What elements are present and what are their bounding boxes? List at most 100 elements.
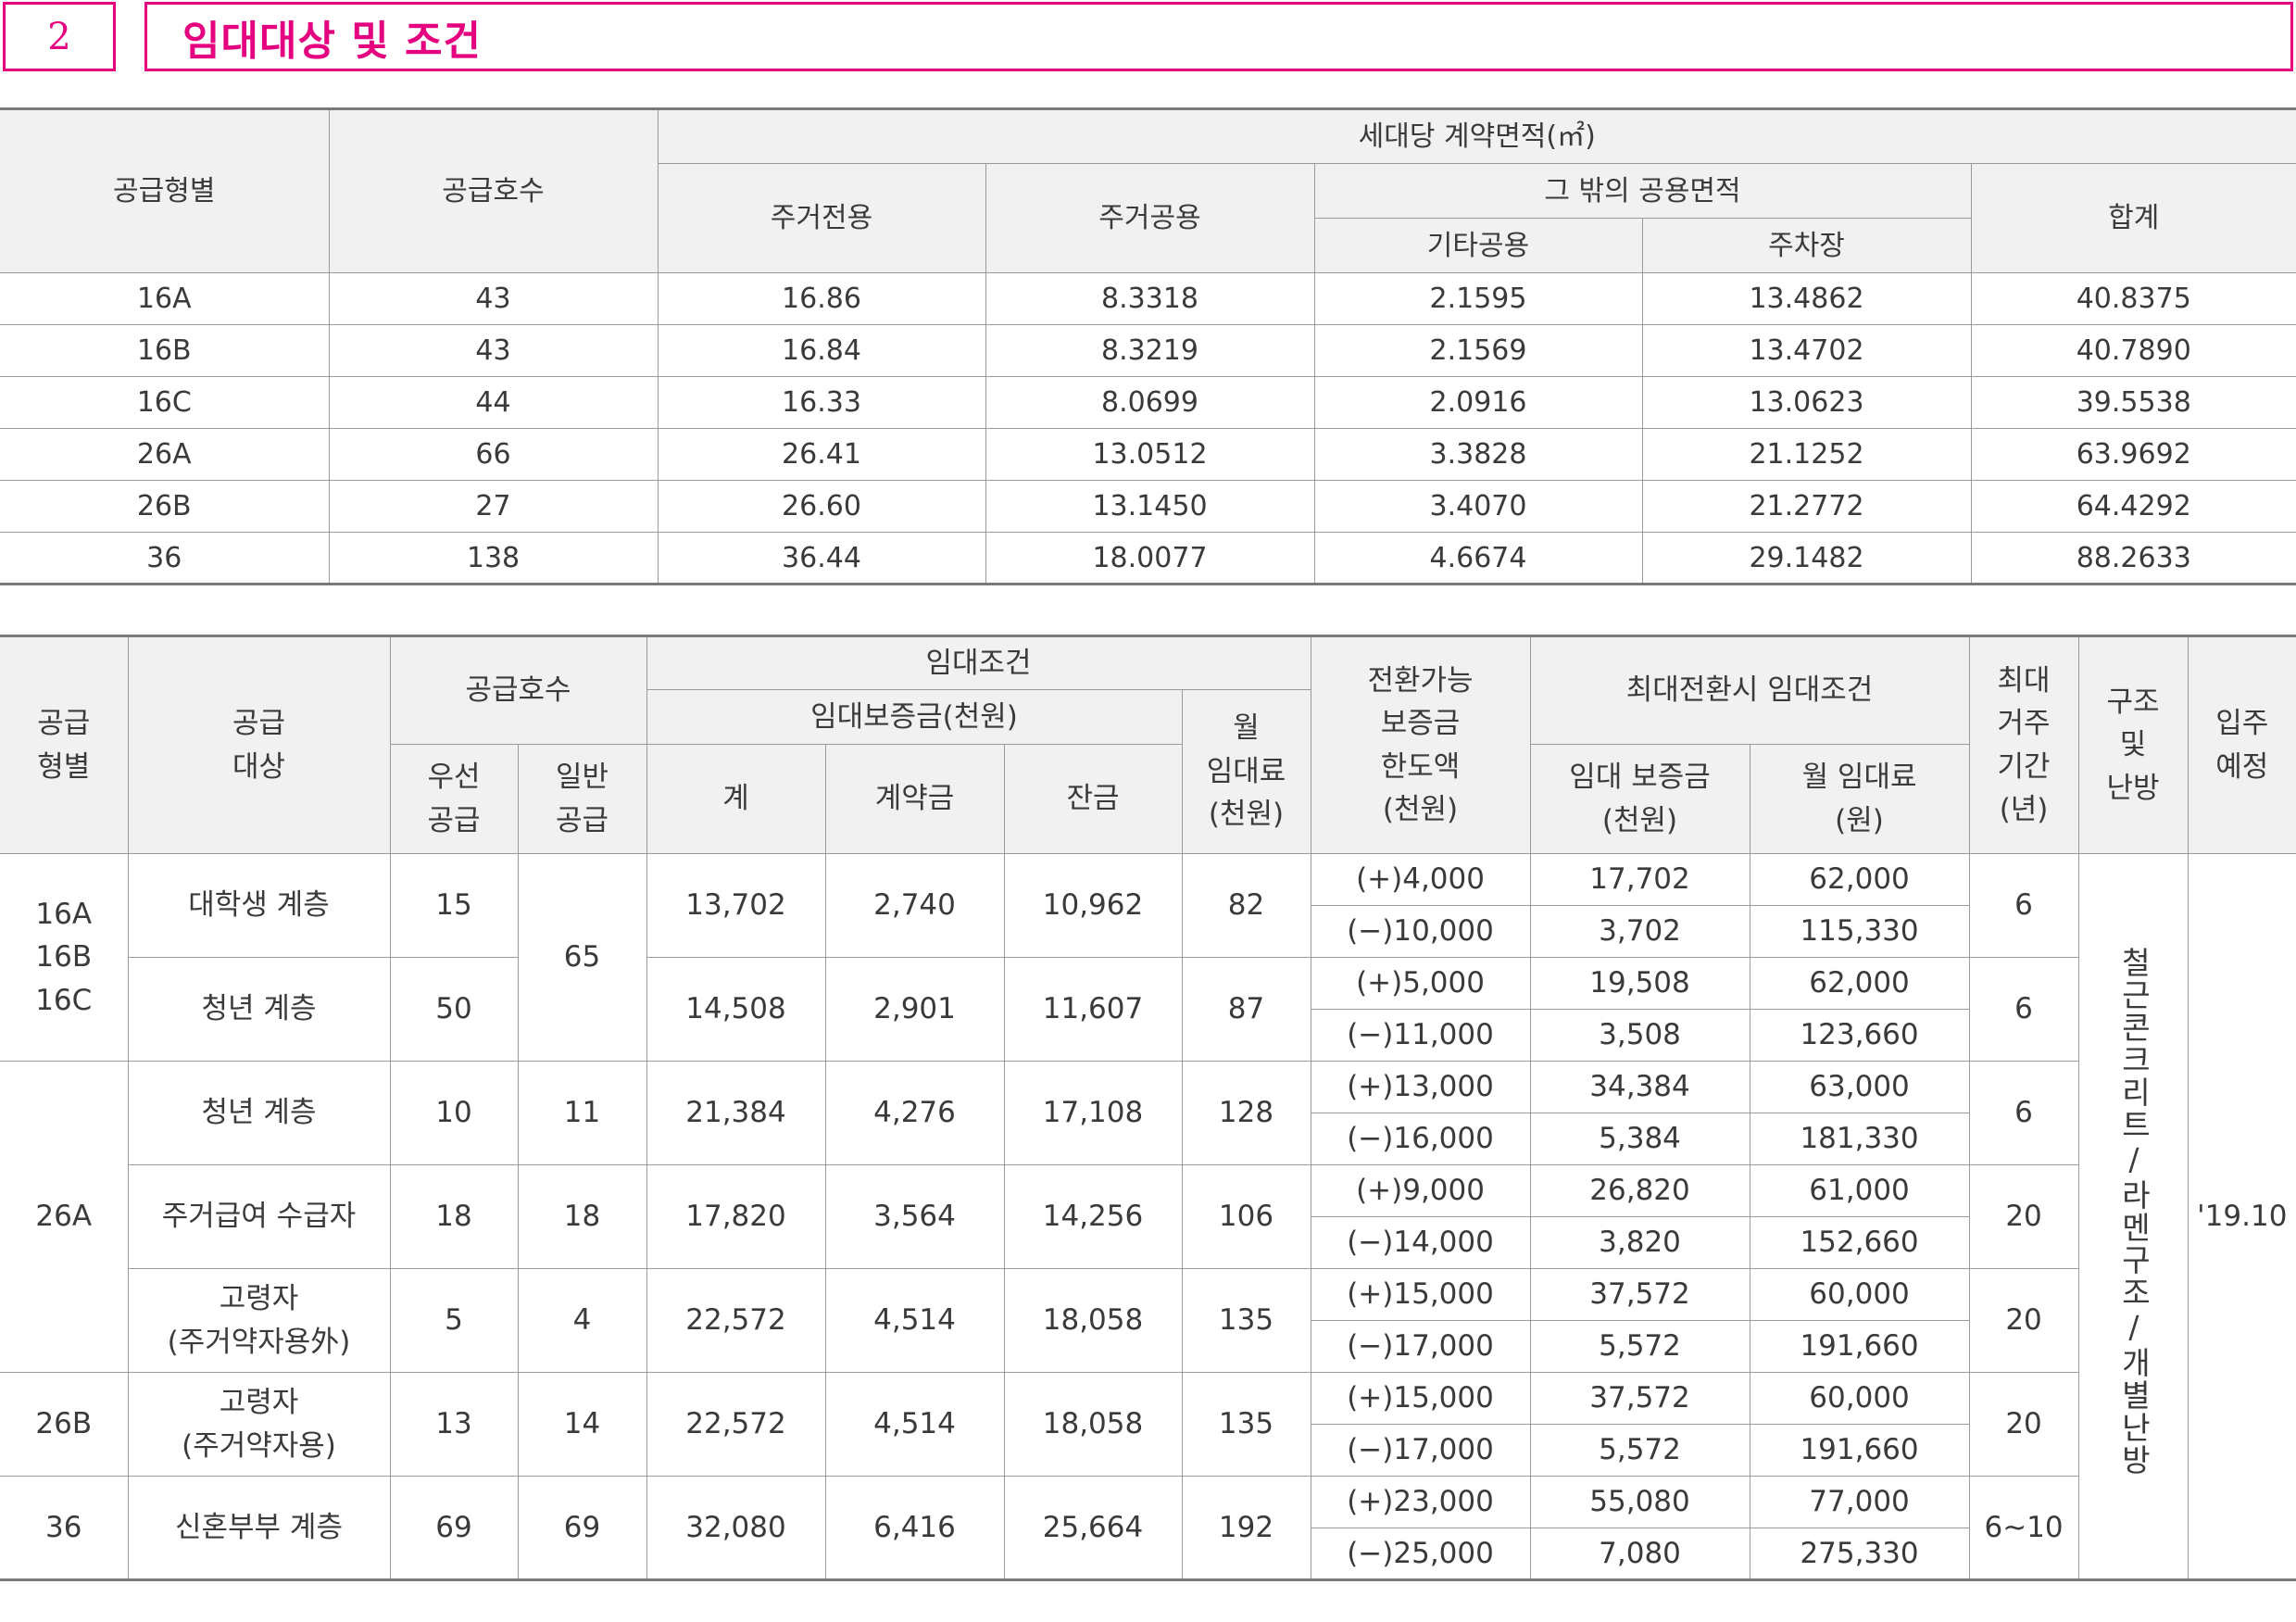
table-row: (−)17,000 5,572 191,660 xyxy=(0,1320,2296,1373)
area-table: 공급형별 공급호수 세대당 계약면적(㎡) 주거전용 주거공용 그 밖의 공용면… xyxy=(0,107,2296,585)
table-cell: 63.9692 xyxy=(1970,428,2296,481)
table-row: 고령자 (주거약자용外) 5 4 22,572 4,514 18,058 135 (+)15,0… xyxy=(0,1268,2296,1373)
table-cell: 4.6674 xyxy=(1313,532,1643,585)
table-cell: 36 xyxy=(0,532,330,585)
header-conv-deposit: 임대 보증금 (천원) xyxy=(1529,744,1750,854)
monthly-rent-cell: 135 xyxy=(1181,1372,1311,1477)
conv-rent-cell: 60,000 xyxy=(1749,1372,1970,1425)
header-convertible-limit: 전환가능 보증금 한도액 (천원) xyxy=(1310,635,1531,854)
conv-rent-cell: 63,000 xyxy=(1749,1061,1970,1113)
max-residence-cell: 20 xyxy=(1968,1164,2079,1269)
header-residential-exclusive: 주거전용 xyxy=(658,163,986,273)
deposit-total-cell: 21,384 xyxy=(646,1061,826,1165)
general-supply-cell: 65 xyxy=(517,853,647,1062)
conv-deposit-cell: 19,508 xyxy=(1529,957,1750,1010)
down-payment-cell: 6,416 xyxy=(824,1476,1005,1580)
conv-rent-cell: 60,000 xyxy=(1749,1268,1970,1321)
supply-type-cell: 16A 16B 16C xyxy=(0,853,129,1062)
cell-line: 26B xyxy=(35,1407,93,1441)
conv-rent-cell: 77,000 xyxy=(1749,1476,1970,1528)
table-row: 청년 계층 50 14,508 2,901 11,607 87 (+)5,000 19,508… xyxy=(0,957,2296,1062)
table-cell: 44 xyxy=(328,376,659,429)
balance-cell: 17,108 xyxy=(1003,1061,1183,1165)
balance-cell: 18,058 xyxy=(1003,1372,1183,1477)
convertible-limit-cell: (+)13,000 xyxy=(1310,1061,1531,1113)
monthly-rent-cell: 128 xyxy=(1181,1061,1311,1165)
priority-supply-cell: 13 xyxy=(389,1372,519,1477)
convertible-limit-cell: (+)23,000 xyxy=(1310,1476,1531,1528)
table-cell: 26B xyxy=(0,480,330,533)
table-row: (−)10,000 3,702 115,330 xyxy=(0,905,2296,958)
table-cell: 16A xyxy=(0,272,330,325)
priority-supply-cell: 50 xyxy=(389,957,519,1062)
supply-target-cell: 신혼부부 계층 xyxy=(127,1476,391,1580)
table-cell: 8.3219 xyxy=(985,324,1315,377)
table-cell: 26A xyxy=(0,428,330,481)
conv-deposit-cell: 5,572 xyxy=(1529,1320,1750,1373)
down-payment-cell: 4,276 xyxy=(824,1061,1005,1165)
deposit-total-cell: 13,702 xyxy=(646,853,826,958)
down-payment-cell: 4,514 xyxy=(824,1372,1005,1477)
supply-type-cell: 26B xyxy=(0,1372,129,1477)
table-row: 주거급여 수급자 18 18 17,820 3,564 14,256 106 (+)9,000… xyxy=(0,1164,2296,1269)
header-balance: 잔금 xyxy=(1003,744,1183,854)
general-supply-cell: 14 xyxy=(517,1372,647,1477)
table-row: (−)11,000 3,508 123,660 xyxy=(0,1009,2296,1062)
supply-target-cell: 청년 계층 xyxy=(127,1061,391,1165)
section-title: 임대대상 및 조건 xyxy=(144,2,2293,71)
max-residence-cell: 20 xyxy=(1968,1268,2079,1373)
convertible-limit-cell: (−)10,000 xyxy=(1311,905,1531,958)
table-row: (−)14,000 3,820 152,660 xyxy=(0,1216,2296,1269)
header-contract-area: 세대당 계약면적(㎡) xyxy=(657,108,2296,164)
table-cell: 13.4702 xyxy=(1641,324,1972,377)
table-row: (−)17,000 5,572 191,660 xyxy=(0,1424,2296,1477)
conv-rent-cell: 191,660 xyxy=(1749,1320,1970,1373)
cell-line: 대학생 계층 xyxy=(188,888,330,923)
header-supply-target: 공급 대상 xyxy=(127,635,391,854)
monthly-rent-cell: 82 xyxy=(1181,853,1311,958)
move-in-cell: '19.10 xyxy=(2187,853,2296,1580)
cell-line: 청년 계층 xyxy=(201,992,317,1026)
table-cell: 2.1569 xyxy=(1313,324,1643,377)
max-residence-cell: 6 xyxy=(1968,957,2079,1062)
monthly-rent-cell: 192 xyxy=(1181,1476,1311,1580)
conv-deposit-cell: 37,572 xyxy=(1529,1268,1750,1321)
conv-deposit-cell: 3,702 xyxy=(1529,905,1750,958)
deposit-total-cell: 17,820 xyxy=(646,1164,826,1269)
table-cell: 39.5538 xyxy=(1970,376,2296,429)
convertible-limit-cell: (+)15,000 xyxy=(1310,1268,1531,1321)
max-residence-cell: 6 xyxy=(1968,853,2079,958)
convertible-limit-cell: (+)5,000 xyxy=(1310,957,1531,1010)
table-cell: 26.60 xyxy=(657,480,986,533)
table-row: 16C 44 16.33 8.0699 2.0916 13.0623 39.5538 xyxy=(0,376,2296,429)
table-cell: 16B xyxy=(0,324,330,377)
general-supply-cell: 11 xyxy=(517,1061,647,1165)
convertible-limit-cell: (−)17,000 xyxy=(1311,1424,1531,1477)
conv-rent-cell: 275,330 xyxy=(1749,1528,1970,1580)
table-row: 26B 고령자 (주거약자용) 13 14 22,572 4,514 18,058 135 (+)… xyxy=(0,1372,2296,1477)
monthly-rent-cell: 106 xyxy=(1181,1164,1311,1269)
monthly-rent-cell: 135 xyxy=(1181,1268,1311,1373)
max-residence-cell: 6~10 xyxy=(1968,1476,2079,1580)
supply-type-cell: 26A xyxy=(0,1061,129,1373)
table-cell: 16.84 xyxy=(657,324,986,377)
structure-heating-cell: 철근콘크리트/라멘구조/개별난방 xyxy=(2077,853,2189,1580)
cell-line: 고령자 xyxy=(219,1282,299,1315)
conv-rent-cell: 152,660 xyxy=(1749,1216,1970,1269)
general-supply-cell: 4 xyxy=(517,1268,647,1373)
supply-target-cell: 고령자 (주거약자용) xyxy=(127,1372,391,1477)
table-cell: 40.7890 xyxy=(1970,324,2296,377)
header-supply-units: 공급호수 xyxy=(389,635,647,745)
header-parking: 주차장 xyxy=(1641,218,1971,273)
structure-text: 철근콘크리트/라멘구조/개별난방 xyxy=(2115,946,2152,1477)
conv-deposit-cell: 5,384 xyxy=(1529,1113,1750,1165)
convertible-limit-cell: (−)16,000 xyxy=(1311,1113,1531,1165)
deposit-total-cell: 14,508 xyxy=(646,957,826,1062)
down-payment-cell: 2,740 xyxy=(824,853,1005,958)
table-row: 26A 청년 계층 10 11 21,384 4,276 17,108 128 (+)13,00… xyxy=(0,1061,2296,1373)
header-supply-type: 공급형별 xyxy=(0,108,330,273)
convertible-limit-cell: (+)4,000 xyxy=(1310,853,1531,906)
balance-cell: 25,664 xyxy=(1003,1476,1183,1580)
conv-deposit-cell: 26,820 xyxy=(1529,1164,1750,1217)
deposit-total-cell: 32,080 xyxy=(646,1476,826,1580)
